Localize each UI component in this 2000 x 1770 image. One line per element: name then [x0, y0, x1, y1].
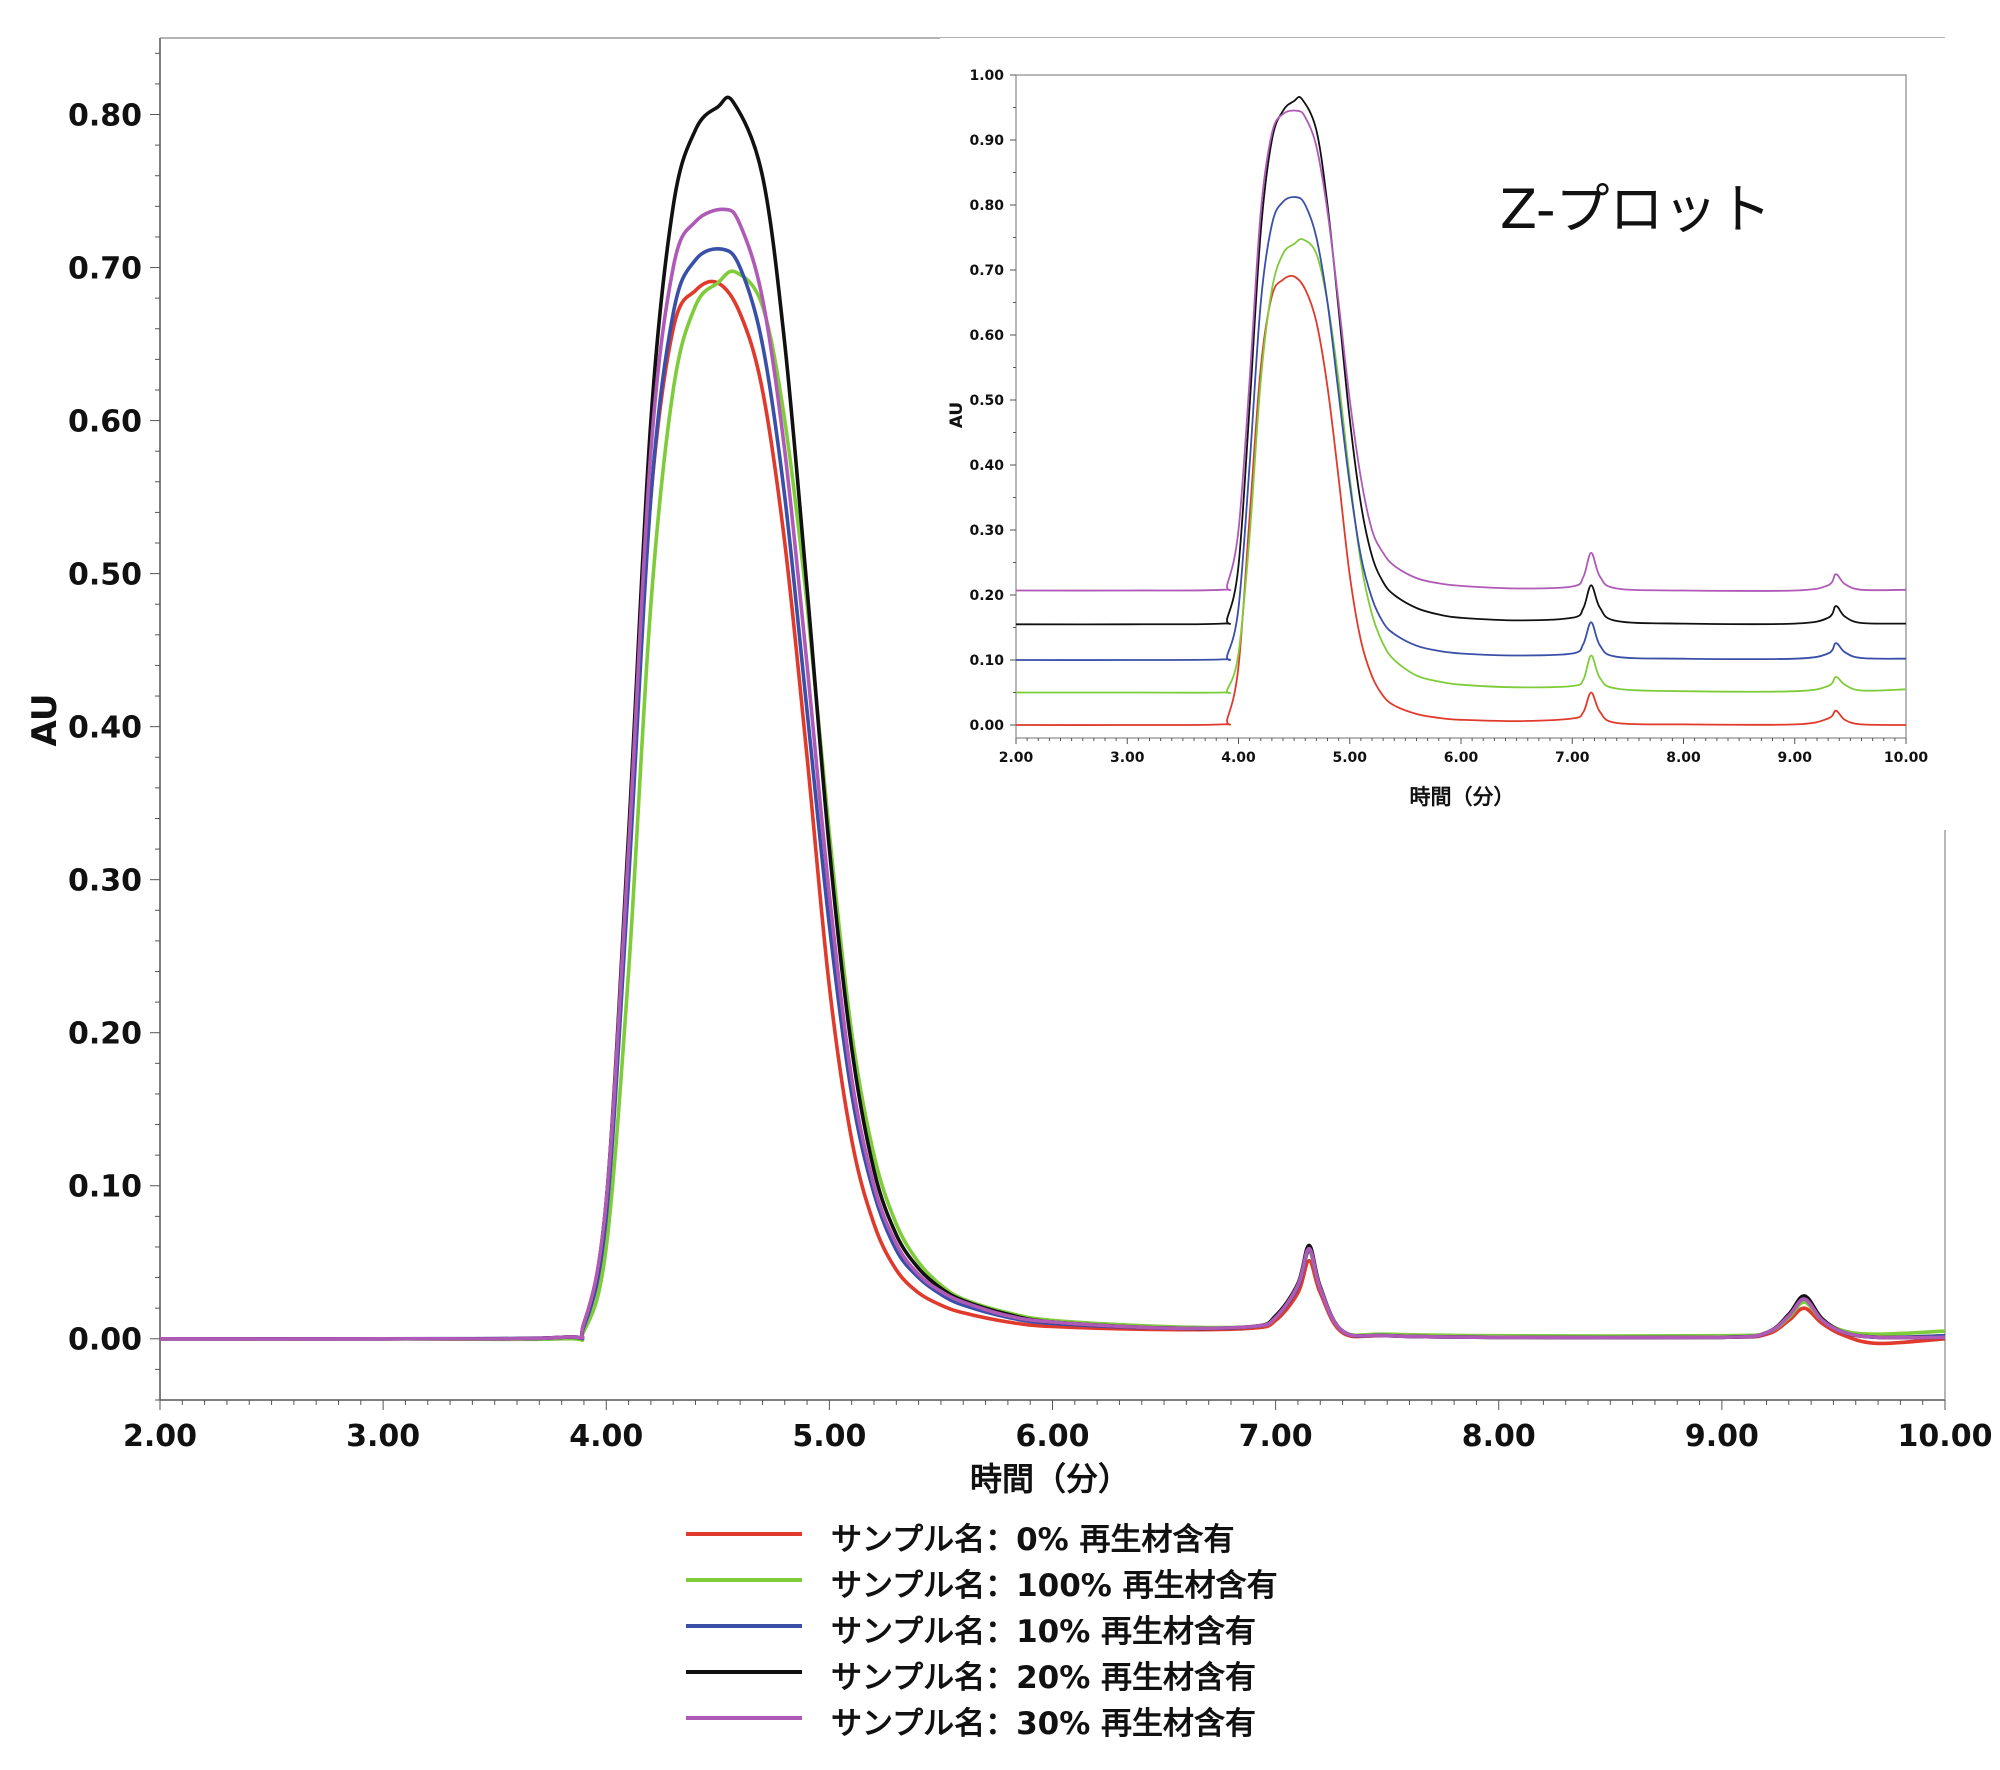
legend-label: サンプル名：10% 再生材含有: [831, 1614, 1257, 1650]
inset-x-tick-label: 7.00: [1555, 750, 1590, 766]
inset-y-tick-label: 0.70: [969, 263, 1004, 279]
inset-title: Z-プロット: [1500, 178, 1772, 241]
main-x-tick-label: 3.00: [346, 1419, 420, 1454]
main-x-tick-label: 9.00: [1685, 1419, 1759, 1454]
inset-y-tick-label: 0.40: [969, 458, 1004, 474]
legend-swatch: [686, 1532, 802, 1536]
inset-y-tick-label: 1.00: [969, 68, 1004, 84]
main-x-tick-label: 2.00: [123, 1419, 197, 1454]
main-y-tick-label: 0.70: [68, 251, 142, 286]
inset-y-tick-label: 0.80: [969, 198, 1004, 214]
inset-x-tick-label: 5.00: [1332, 750, 1367, 766]
legend-label: サンプル名：20% 再生材含有: [831, 1660, 1257, 1696]
inset-series-line-2: [1015, 196, 1907, 661]
legend-item: サンプル名：10% 再生材含有: [686, 1604, 1386, 1650]
inset-x-tick-label: 10.00: [1884, 750, 1929, 766]
legend-label: サンプル名：30% 再生材含有: [831, 1706, 1257, 1742]
inset-y-tick-label: 0.50: [969, 393, 1004, 409]
inset-chart: 2.00 3.00 4.00 5.00 6.00 7.00 8.00 9.00 10.00 0.0…: [940, 38, 1946, 830]
main-y-tick-label: 0.40: [68, 710, 142, 745]
main-x-tick-label: 5.00: [792, 1419, 866, 1454]
inset-y-tick-label: 0.20: [969, 588, 1004, 604]
main-series-group: [159, 95, 1946, 1346]
legend-swatch: [686, 1624, 802, 1628]
main-x-tick-label: 7.00: [1239, 1419, 1313, 1454]
inset-series-group: [1015, 96, 1907, 726]
inset-y-tick-label: 0.90: [969, 133, 1004, 149]
legend-item: サンプル名：30% 再生材含有: [686, 1696, 1386, 1742]
inset-y-tick-label: 0.10: [969, 653, 1004, 669]
inset-y-tick-label: 0.00: [969, 718, 1004, 734]
legend-label: サンプル名：0% 再生材含有: [831, 1522, 1235, 1558]
main-y-tick-label: 0.00: [68, 1323, 142, 1358]
legend: サンプル名：0% 再生材含有サンプル名：100% 再生材含有 サンプル名：10% …: [686, 1512, 1386, 1742]
inset-series-line-0: [1015, 274, 1907, 726]
legend-swatch: [686, 1670, 802, 1674]
inset-y-axis-label: AU: [947, 402, 967, 428]
inset-x-axis-label: 時間（分）: [1410, 785, 1515, 809]
inset-x-tick-label: 4.00: [1221, 750, 1256, 766]
inset-x-tick-label: 8.00: [1666, 750, 1701, 766]
inset-x-tick-label: 6.00: [1444, 750, 1479, 766]
inset-x-tick-label: 2.00: [999, 750, 1034, 766]
main-x-tick-label: 4.00: [569, 1419, 643, 1454]
legend-label: サンプル名：100% 再生材含有: [831, 1568, 1278, 1604]
inset-series-line-3: [1015, 96, 1907, 626]
legend-item: サンプル名：0% 再生材含有: [686, 1512, 1386, 1558]
main-x-tick-label: 6.00: [1015, 1419, 1089, 1454]
main-y-tick-label: 0.20: [68, 1017, 142, 1052]
inset-axes: [1010, 74, 1907, 744]
main-x-axis-label: 時間（分）: [970, 1460, 1130, 1498]
main-y-tick-label: 0.10: [68, 1170, 142, 1205]
inset-x-tick-label: 3.00: [1110, 750, 1145, 766]
main-y-tick-label: 0.60: [68, 404, 142, 439]
main-chart: 2.00 3.00 4.00 5.00 6.00 7.00 8.00 9.00 10.00 0.0…: [25, 37, 1992, 1498]
main-x-tick-label: 10.00: [1898, 1419, 1993, 1454]
legend-swatch: [686, 1716, 802, 1720]
main-y-tick-label: 0.30: [68, 863, 142, 898]
legend-item: サンプル名：100% 再生材含有: [686, 1558, 1386, 1604]
inset-series-line-1: [1015, 238, 1907, 695]
main-x-tick-label: 8.00: [1462, 1419, 1536, 1454]
legend-swatch: [686, 1578, 802, 1582]
main-series-line-4: [159, 207, 1946, 1341]
inset-y-tick-label: 0.30: [969, 523, 1004, 539]
inset-background: [940, 38, 1946, 830]
inset-tick-labels: 2.00 3.00 4.00 5.00 6.00 7.00 8.00 9.00 10.00 0.0…: [969, 68, 1928, 766]
main-y-axis-label: AU: [25, 694, 65, 747]
inset-y-tick-label: 0.60: [969, 328, 1004, 344]
inset-x-tick-label: 9.00: [1777, 750, 1812, 766]
inset-series-line-4: [1015, 109, 1907, 592]
main-y-tick-label: 0.80: [68, 98, 142, 133]
main-tick-labels: 2.00 3.00 4.00 5.00 6.00 7.00 8.00 9.00 10.00 0.0…: [68, 98, 1992, 1454]
legend-item: サンプル名：20% 再生材含有: [686, 1650, 1386, 1696]
main-y-tick-label: 0.50: [68, 557, 142, 592]
